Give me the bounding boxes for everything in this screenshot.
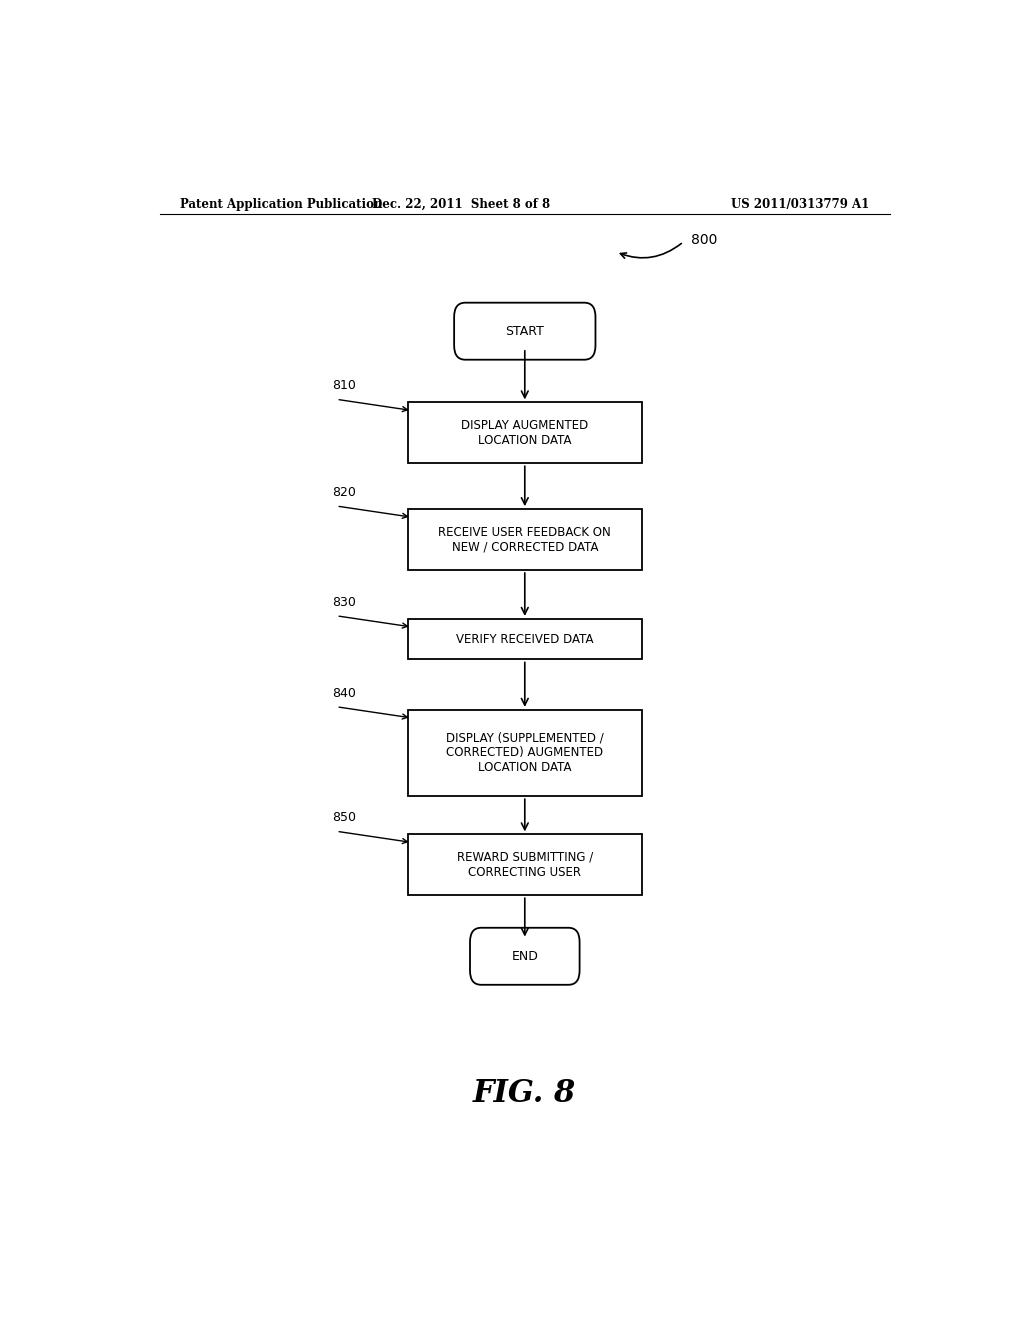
FancyBboxPatch shape [470,928,580,985]
Text: 840: 840 [333,686,356,700]
Text: US 2011/0313779 A1: US 2011/0313779 A1 [731,198,869,211]
Text: Patent Application Publication: Patent Application Publication [179,198,382,211]
Text: 830: 830 [333,595,356,609]
Text: REWARD SUBMITTING /
CORRECTING USER: REWARD SUBMITTING / CORRECTING USER [457,851,593,879]
Text: DISPLAY (SUPPLEMENTED /
CORRECTED) AUGMENTED
LOCATION DATA: DISPLAY (SUPPLEMENTED / CORRECTED) AUGME… [445,731,604,775]
Text: Dec. 22, 2011  Sheet 8 of 8: Dec. 22, 2011 Sheet 8 of 8 [373,198,550,211]
FancyBboxPatch shape [408,710,642,796]
Text: END: END [511,950,539,962]
Text: DISPLAY AUGMENTED
LOCATION DATA: DISPLAY AUGMENTED LOCATION DATA [461,418,589,447]
Text: 850: 850 [333,812,356,824]
FancyBboxPatch shape [408,619,642,660]
Text: 810: 810 [333,379,356,392]
FancyBboxPatch shape [454,302,596,359]
FancyBboxPatch shape [408,403,642,463]
Text: RECEIVE USER FEEDBACK ON
NEW / CORRECTED DATA: RECEIVE USER FEEDBACK ON NEW / CORRECTED… [438,525,611,553]
Text: 820: 820 [333,486,356,499]
Text: 800: 800 [691,232,718,247]
Text: START: START [506,325,544,338]
FancyBboxPatch shape [408,834,642,895]
FancyBboxPatch shape [408,510,642,570]
Text: VERIFY RECEIVED DATA: VERIFY RECEIVED DATA [456,632,594,645]
Text: FIG. 8: FIG. 8 [473,1078,577,1109]
